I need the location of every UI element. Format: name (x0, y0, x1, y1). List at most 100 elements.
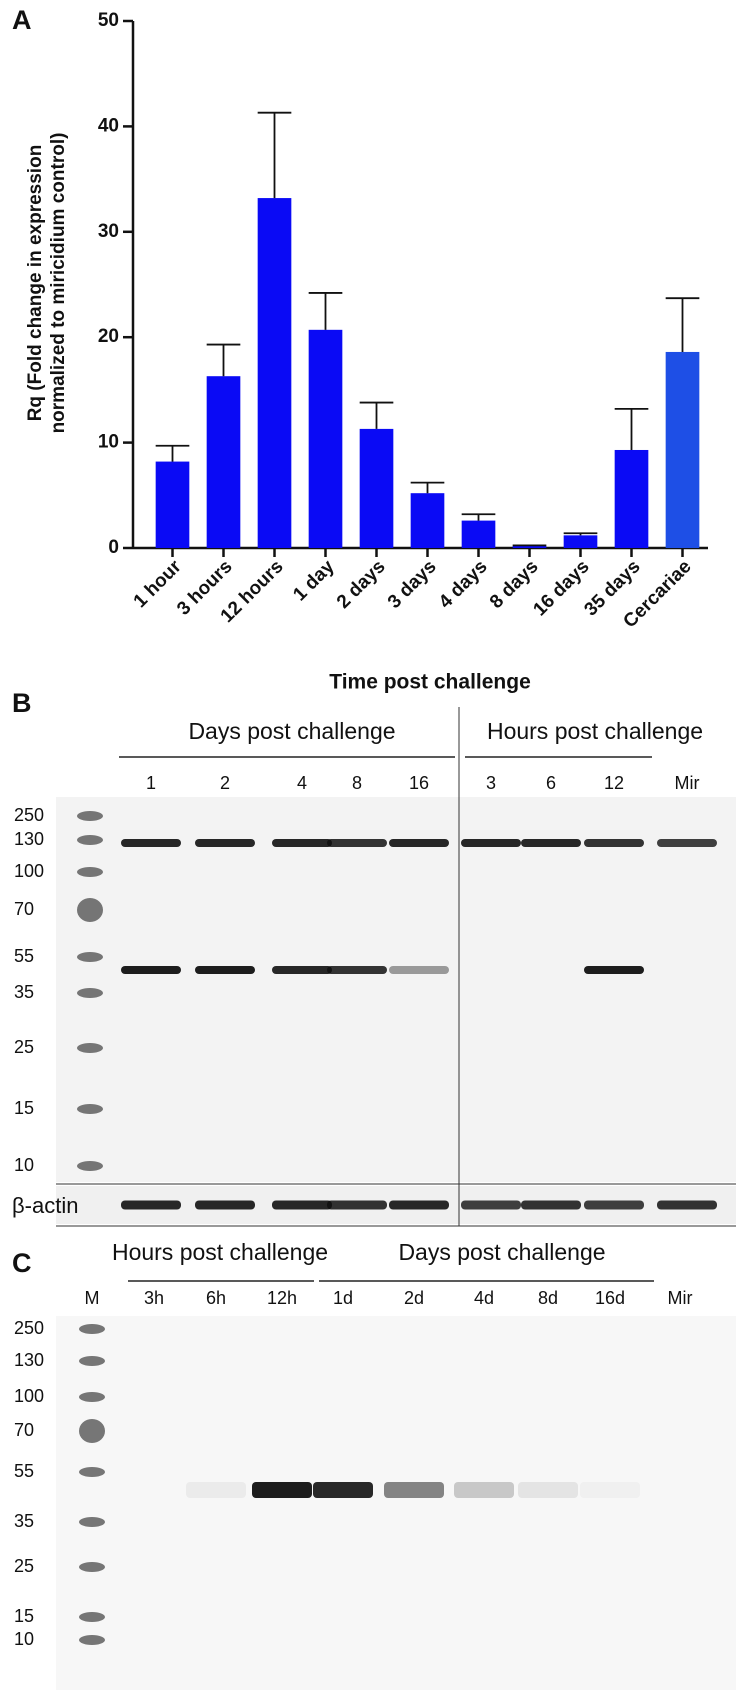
panel-label: A (12, 5, 32, 35)
band (121, 839, 181, 847)
band (252, 1482, 312, 1498)
band (195, 1200, 255, 1210)
group-label: Days post challenge (188, 718, 395, 744)
marker-label: 100 (14, 1386, 44, 1406)
ladder-band (79, 1635, 105, 1645)
error-bar (359, 401, 394, 429)
marker-label: 55 (14, 1461, 34, 1481)
band (461, 1200, 521, 1210)
ladder-band (77, 1043, 103, 1053)
marker-label: 15 (14, 1098, 34, 1118)
bar (512, 545, 547, 548)
band (327, 839, 387, 847)
ladder-band (77, 1161, 103, 1171)
band (272, 966, 332, 974)
band (584, 1200, 644, 1210)
band (521, 839, 581, 847)
y-tick-label: 30 (98, 221, 119, 242)
band (121, 1200, 181, 1210)
band (384, 1482, 444, 1498)
band (272, 839, 332, 847)
error-bar (665, 297, 700, 352)
band (389, 1200, 449, 1210)
band (195, 966, 255, 974)
band (518, 1482, 578, 1498)
lane-label: 8d (538, 1288, 558, 1308)
marker-label: 10 (14, 1155, 34, 1175)
marker-label: 10 (14, 1629, 34, 1649)
marker-label: 130 (14, 1350, 44, 1370)
marker-label: 70 (14, 1420, 34, 1440)
ladder-band (77, 898, 103, 922)
error-bar (563, 532, 598, 536)
marker-label: 55 (14, 946, 34, 966)
ladder-band (77, 867, 103, 877)
bar (665, 351, 700, 548)
error-bar (410, 481, 445, 494)
y-axis-title-line: normalized to miricidium control) (48, 133, 69, 434)
band (521, 1200, 581, 1210)
bar (257, 198, 292, 548)
bar (410, 493, 445, 548)
marker-label: 130 (14, 829, 44, 849)
blot (56, 1316, 736, 1690)
ladder-band (79, 1324, 105, 1334)
lane-label: 1d (333, 1288, 353, 1308)
lane-label: 2d (404, 1288, 424, 1308)
y-tick-label: 10 (98, 432, 119, 453)
marker-label: 250 (14, 1318, 44, 1338)
lane-label: Mir (668, 1288, 693, 1308)
lane-label: M (85, 1288, 100, 1308)
bar (206, 376, 241, 548)
band (327, 966, 387, 974)
bar (359, 428, 394, 548)
lane-label: 12 (604, 773, 624, 793)
ladder-band (79, 1392, 105, 1402)
band (389, 966, 449, 974)
lane-label: 4d (474, 1288, 494, 1308)
panel-label: C (12, 1248, 32, 1278)
panel-label: B (12, 688, 32, 718)
band (186, 1482, 246, 1498)
blot (56, 797, 736, 1182)
ladder-band (79, 1419, 105, 1443)
group-label: Hours post challenge (487, 718, 703, 744)
lane-label: 16d (595, 1288, 625, 1308)
ladder-band (79, 1562, 105, 1572)
loading-control-label: β-actin (12, 1193, 78, 1218)
lane-label: 16 (409, 773, 429, 793)
bar (614, 449, 649, 548)
error-bar (308, 292, 343, 330)
x-tick-label: 3 days (384, 556, 441, 613)
bar (155, 461, 190, 548)
band (313, 1482, 373, 1498)
ladder-band (79, 1467, 105, 1477)
band (461, 839, 521, 847)
marker-label: 25 (14, 1037, 34, 1057)
band (584, 839, 644, 847)
group-label: Hours post challenge (112, 1239, 328, 1265)
marker-label: 35 (14, 982, 34, 1002)
error-bar (461, 513, 496, 521)
error-bar (257, 111, 292, 199)
x-tick-label: 4 days (435, 556, 492, 613)
band (454, 1482, 514, 1498)
marker-label: 70 (14, 899, 34, 919)
band (657, 1200, 717, 1210)
band (389, 839, 449, 847)
lane-label: 6 (546, 773, 556, 793)
marker-label: 250 (14, 805, 44, 825)
ladder-band (77, 1104, 103, 1114)
ladder-band (79, 1612, 105, 1622)
lane-label: 8 (352, 773, 362, 793)
marker-label: 100 (14, 861, 44, 881)
y-tick-label: 50 (98, 10, 119, 31)
band (584, 966, 644, 974)
band (121, 966, 181, 974)
error-bar (155, 444, 190, 462)
error-bar (206, 343, 241, 377)
lane-label: 3h (144, 1288, 164, 1308)
band (272, 1200, 332, 1210)
